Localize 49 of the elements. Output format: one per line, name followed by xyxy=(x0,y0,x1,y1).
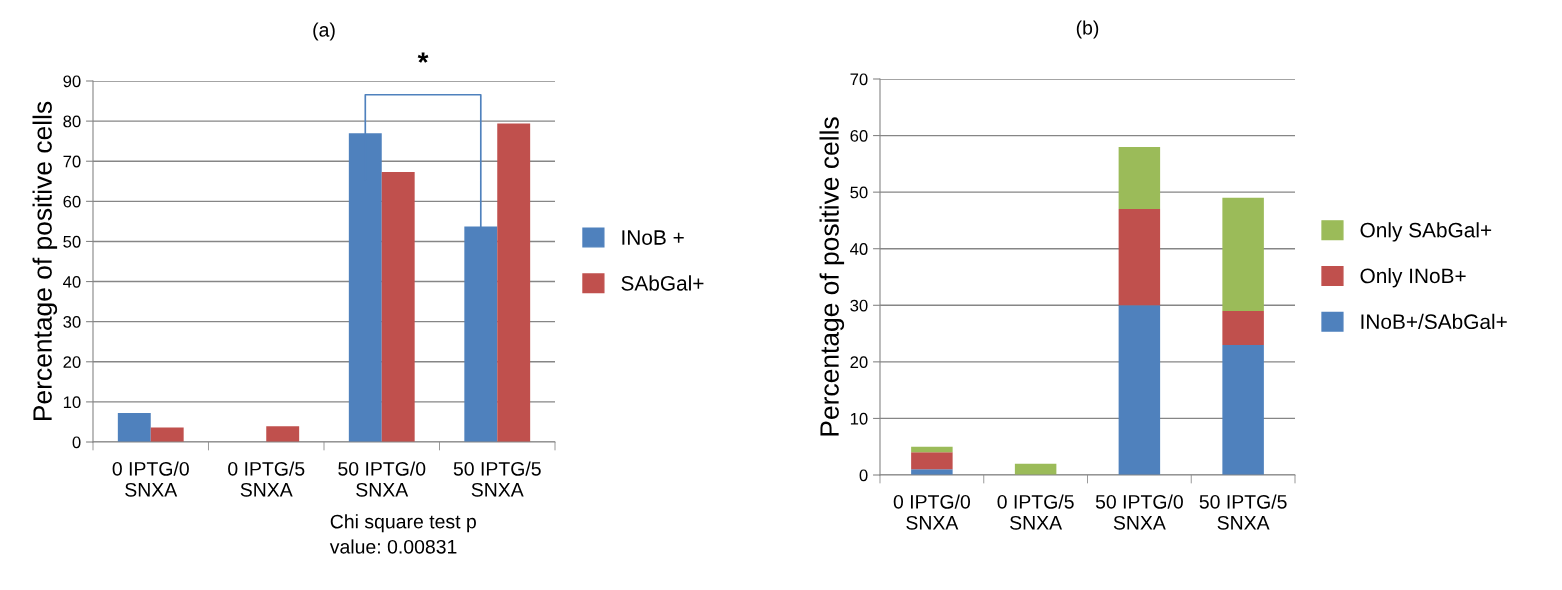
y-axis-title: Percentage of positive cells xyxy=(32,101,58,420)
legend-label: INoB+/SAbGal+ xyxy=(1361,313,1507,330)
bar xyxy=(1222,344,1264,475)
bar xyxy=(497,123,531,442)
y-tick-label: 30 xyxy=(850,299,868,312)
y-tick-label: 0 xyxy=(859,469,868,482)
x-tick-label: 0 IPTG/5 SNXA xyxy=(997,494,1074,530)
chart-title: (a) xyxy=(313,22,335,41)
text: Chi square test p value: 0.00831 xyxy=(329,514,476,554)
y-tick-label: 80 xyxy=(63,115,81,128)
x-tick-label: 50 IPTG/5 SNXA xyxy=(1199,494,1287,530)
y-tick-label: 20 xyxy=(850,356,868,369)
legend-label: INoB + xyxy=(622,230,684,245)
y-tick-label: 30 xyxy=(63,316,81,328)
bar xyxy=(1222,197,1264,311)
x-tick-label: 0 IPTG/0 SNXA xyxy=(112,461,189,497)
y-tick-label: 40 xyxy=(63,275,81,288)
bar xyxy=(1118,146,1161,210)
legend-label: Only INoB+ xyxy=(1360,267,1466,288)
y-tick-label: 50 xyxy=(850,186,868,199)
bar xyxy=(150,427,184,442)
y-tick-label: 10 xyxy=(850,412,868,425)
legend-label: Only SAbGal+ xyxy=(1360,222,1492,242)
y-tick-label: 70 xyxy=(850,73,868,86)
y-tick-label: 0 xyxy=(72,436,81,449)
chart-title: (b) xyxy=(1076,20,1099,39)
x-tick-label: 50 IPTG/0 SNXA xyxy=(338,461,426,497)
bar xyxy=(1222,310,1264,345)
y-tick-label: 60 xyxy=(63,195,81,208)
x-tick-label: 50 IPTG/0 SNXA xyxy=(1095,494,1183,530)
y-tick-label: 90 xyxy=(63,75,81,88)
x-tick-label: 0 IPTG/5 SNXA xyxy=(228,461,305,497)
text: * xyxy=(417,52,429,63)
y-tick-label: 70 xyxy=(63,155,81,168)
bar xyxy=(266,426,300,442)
bar xyxy=(1118,209,1161,306)
y-tick-label: 60 xyxy=(850,129,868,142)
y-tick-label: 20 xyxy=(63,356,81,368)
y-tick-label: 40 xyxy=(850,243,868,255)
bar xyxy=(1118,305,1161,475)
x-tick-label: 0 IPTG/0 SNXA xyxy=(893,494,971,530)
bar xyxy=(381,172,415,442)
y-tick-label: 10 xyxy=(63,396,81,409)
y-axis-title: Percentage of positive cells xyxy=(819,117,845,436)
bar xyxy=(911,452,953,470)
legend-label: SAbGal+ xyxy=(621,275,704,291)
y-tick-label: 50 xyxy=(63,235,81,248)
bar xyxy=(117,413,151,442)
x-tick-label: 50 IPTG/5 SNXA xyxy=(453,461,541,497)
